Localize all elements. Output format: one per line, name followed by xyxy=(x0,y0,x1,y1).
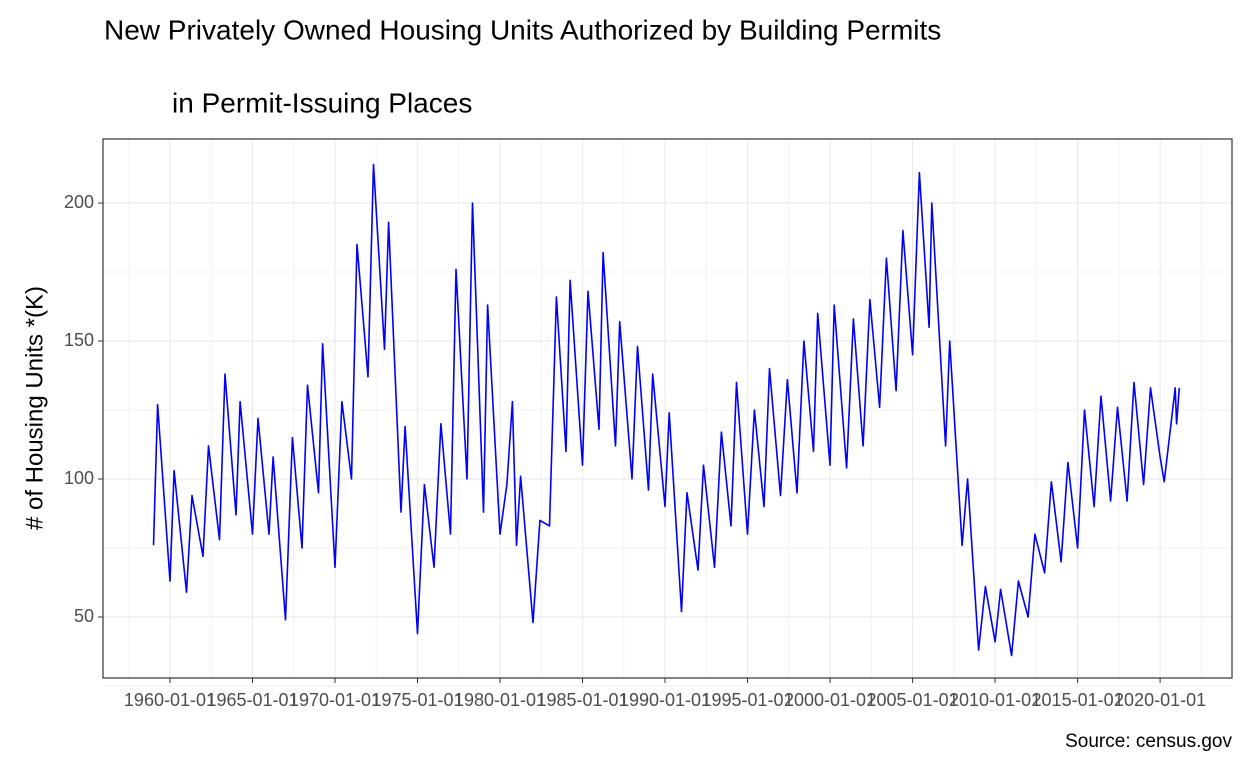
line-series xyxy=(152,163,1181,657)
y-tick-label: 200 xyxy=(64,192,94,212)
x-tick-label: 1980-01-01 xyxy=(454,690,546,710)
x-tick-label: 1990-01-01 xyxy=(619,690,711,710)
x-tick-label: 2015-01-01 xyxy=(1032,690,1124,710)
x-tick-label: 1965-01-01 xyxy=(206,690,298,710)
x-tick-label: 1960-01-01 xyxy=(124,690,216,710)
x-tick-label: 1985-01-01 xyxy=(536,690,628,710)
plot-border xyxy=(102,138,1233,679)
caption: Source: census.gov xyxy=(1065,731,1232,752)
x-tick-label: 1995-01-01 xyxy=(702,690,794,710)
chart-title: in Permit-Issuing Places xyxy=(172,87,472,118)
x-tick-label: 2010-01-01 xyxy=(949,690,1041,710)
chart-title: New Privately Owned Housing Units Author… xyxy=(104,14,941,45)
x-tick-label: 2005-01-01 xyxy=(867,690,959,710)
x-tick-label: 2020-01-01 xyxy=(1114,690,1206,710)
y-tick-label: 150 xyxy=(64,330,94,350)
y-axis-label: # of Housing Units *(K) xyxy=(21,286,48,530)
x-tick-label: 2000-01-01 xyxy=(784,690,876,710)
y-tick-label: 100 xyxy=(64,468,94,488)
y-tick-label: 50 xyxy=(74,606,94,626)
x-tick-label: 1975-01-01 xyxy=(371,690,463,710)
x-tick-label: 1970-01-01 xyxy=(289,690,381,710)
